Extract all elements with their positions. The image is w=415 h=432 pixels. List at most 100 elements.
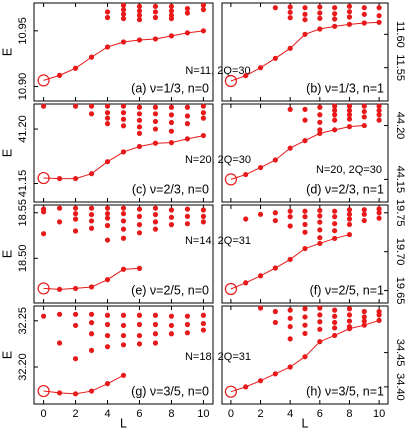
energy-level: [104, 211, 111, 217]
energy-level: [120, 332, 127, 339]
energy-level: [104, 381, 111, 387]
energy-level: [287, 336, 293, 342]
energy-level: [136, 8, 143, 14]
energy-level: [56, 286, 63, 292]
energy-level: [136, 213, 143, 219]
energy-level: [317, 119, 323, 125]
energy-level: [346, 116, 353, 122]
energy-level: [152, 331, 159, 337]
energy-level: [376, 107, 382, 114]
energy-level: [88, 347, 95, 353]
energy-level: [120, 226, 127, 232]
panel-label: (d) ν=2/3, n=1: [306, 182, 384, 196]
energy-level: [272, 157, 278, 163]
energy-level: [120, 211, 127, 217]
energy-level: [287, 307, 293, 313]
energy-level: [287, 323, 293, 330]
energy-level: [104, 9, 111, 15]
energy-level: [136, 206, 143, 212]
y-tick-label: 10.95: [17, 17, 29, 45]
panel-label: (f) ν=2/5, n=1: [310, 283, 384, 297]
energy-level: [120, 149, 127, 155]
energy-level: [104, 14, 111, 21]
energy-level: [317, 219, 323, 225]
annotation: N=20, 2Q=30: [185, 154, 251, 166]
energy-level: [361, 122, 367, 129]
energy-level: [136, 321, 143, 328]
energy-level: [200, 28, 207, 34]
energy-level: [184, 113, 191, 119]
energy-level: [72, 356, 79, 362]
energy-level: [104, 312, 111, 318]
annotation: N=18, 2Q=31: [185, 351, 251, 363]
energy-level: [88, 205, 95, 211]
energy-level: [104, 205, 111, 211]
energy-level: [272, 55, 278, 61]
energy-level: [72, 391, 79, 397]
x-axis-label: L: [120, 416, 127, 430]
energy-level: [200, 110, 207, 116]
energy-level: [287, 214, 293, 220]
plot-frame: [221, 2, 389, 102]
x-tick-label: 10: [197, 408, 209, 420]
energy-level: [168, 12, 175, 18]
energy-level: [104, 115, 111, 121]
energy-level: [40, 313, 47, 319]
energy-level: [361, 211, 367, 217]
panel-label: (g) ν=3/5, n=0: [131, 384, 209, 398]
y-axis-label: E: [0, 250, 14, 258]
energy-level: [152, 36, 159, 42]
x-tick-label: 10: [373, 408, 385, 420]
energy-level: [104, 103, 111, 109]
energy-level: [332, 208, 338, 214]
energy-level: [302, 106, 308, 112]
energy-level: [120, 15, 127, 22]
energy-level: [88, 111, 95, 117]
y-tick-label: 18.55: [17, 199, 29, 227]
energy-level: [332, 228, 338, 234]
y-tick-label: 11.60: [394, 21, 406, 48]
energy-level: [317, 240, 323, 247]
energy-level: [136, 332, 143, 339]
energy-level: [346, 103, 353, 109]
energy-level: [332, 325, 338, 331]
x-tick-label: 4: [287, 408, 293, 420]
energy-level: [332, 16, 338, 22]
energy-level: [346, 14, 353, 20]
x-tick-label: 4: [104, 408, 110, 420]
energy-level: [72, 103, 79, 109]
energy-level: [72, 311, 79, 317]
energy-level: [376, 103, 382, 109]
energy-level: [346, 326, 353, 332]
energy-level: [332, 313, 338, 319]
energy-level: [152, 211, 159, 218]
x-tick-label: 6: [317, 408, 323, 420]
energy-level: [346, 216, 353, 222]
energy-level: [287, 15, 293, 21]
energy-level: [346, 211, 353, 217]
energy-level: [272, 371, 278, 377]
energy-level: [136, 265, 143, 271]
energy-level: [332, 117, 338, 123]
energy-level: [136, 222, 143, 228]
energy-level: [168, 331, 175, 337]
energy-level: [136, 124, 143, 130]
energy-level: [168, 140, 175, 146]
energy-level: [317, 213, 323, 219]
energy-level: [200, 2, 207, 8]
energy-level: [72, 228, 79, 234]
energy-level: [317, 130, 323, 136]
energy-level: [317, 312, 323, 318]
energy-level: [376, 215, 382, 221]
ground-state: [224, 282, 237, 296]
energy-level: [317, 112, 323, 118]
energy-level: [136, 104, 143, 110]
energy-level: [88, 54, 95, 60]
energy-level: [184, 104, 191, 110]
energy-level: [346, 306, 353, 312]
panel-label: (b) ν=1/3, n=1: [306, 81, 384, 95]
energy-level: [332, 235, 338, 242]
energy-level: [168, 313, 175, 319]
energy-level: [257, 211, 264, 217]
